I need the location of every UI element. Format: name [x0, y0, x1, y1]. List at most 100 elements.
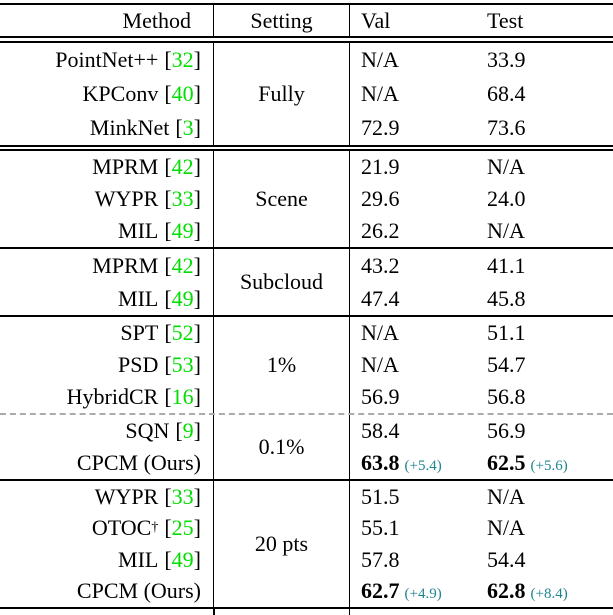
citation-link[interactable]: 53 — [171, 352, 194, 377]
rule — [0, 247, 613, 249]
val-cell: N/A — [361, 80, 399, 106]
gain-badge: (+8.4) — [530, 586, 568, 603]
citation-link[interactable]: 49 — [171, 285, 194, 311]
table-row: 47.4 45.8 — [350, 282, 613, 315]
citation: [3] — [175, 114, 201, 140]
header-method: Method — [122, 7, 191, 33]
citation: [9] — [175, 418, 201, 443]
citation: [52] — [164, 320, 201, 345]
method-cell: WYPR [33] — [94, 186, 201, 211]
table-row: 56.9 56.8 — [350, 381, 613, 413]
method-cell-ours: CPCM (Ours) — [76, 450, 201, 475]
test-cell: 62.8 (+8.4) — [487, 578, 568, 604]
test-cell: 54.7 — [487, 352, 526, 377]
citation-link[interactable]: 32 — [171, 46, 194, 72]
citation-link[interactable]: 52 — [171, 320, 194, 345]
top-rule — [0, 3, 613, 5]
citation: [25] — [164, 515, 201, 541]
header-setting: Setting — [213, 5, 350, 36]
method-cell: HybridCR [16] — [66, 384, 201, 409]
table-row-ours: 63.8 (+5.4) 62.5 (+5.6) — [350, 447, 613, 479]
method-cell: OTOC † [25] — [91, 515, 201, 541]
citation-link[interactable]: 3 — [182, 114, 194, 140]
method-cell: KPConv [40] — [82, 80, 201, 106]
citation: [16] — [164, 384, 201, 409]
val-cell: N/A — [361, 320, 399, 345]
citation-link[interactable]: 49 — [171, 218, 194, 243]
citation-link[interactable]: 42 — [171, 154, 194, 179]
setting-cell: Fully — [213, 42, 350, 145]
table-row: 26.2 N/A — [350, 215, 613, 247]
table-row: N/A 33.9 — [350, 43, 613, 77]
val-cell: 43.2 — [361, 252, 400, 278]
test-cell: 73.6 — [487, 114, 526, 140]
table-row: 51.5 N/A — [350, 481, 613, 513]
method-cell: SQN [9] — [125, 418, 201, 443]
gain-badge: (+4.9) — [404, 586, 442, 603]
group-20pts: WYPR [33] OTOC † [25] MIL [49] CPCM (Ours) 2… — [0, 481, 613, 607]
test-cell: N/A — [487, 218, 525, 243]
val-cell: 47.4 — [361, 285, 400, 311]
citation-link[interactable]: 42 — [171, 252, 194, 278]
method-cell: MIL [49] — [118, 218, 201, 243]
val-cell: N/A — [361, 46, 399, 72]
test-cell: 56.8 — [487, 384, 526, 409]
rule-tails — [0, 609, 613, 615]
val-cell: 51.5 — [361, 483, 400, 509]
citation: [33] — [164, 483, 201, 509]
gain-badge: (+5.6) — [530, 458, 568, 474]
table-row: 72.9 73.6 — [350, 111, 613, 145]
val-cell: 72.9 — [361, 114, 400, 140]
citation-link[interactable]: 9 — [182, 418, 194, 443]
table-row: 58.4 56.9 — [350, 415, 613, 447]
group-fully: PointNet++ [32] KPConv [40] MinkNet [3] Ful… — [0, 42, 613, 145]
method-cell: SPT [52] — [120, 320, 201, 345]
double-rule — [0, 36, 613, 43]
method-cell: MPRM [42] — [92, 252, 201, 278]
method-cell: MIL [49] — [118, 285, 201, 311]
val-cell: N/A — [361, 352, 399, 377]
method-cell: MIL [49] — [118, 546, 201, 572]
method-cell: WYPR [33] — [94, 483, 201, 509]
group-subcloud: MPRM [42] MIL [49] Subcloud 43.2 41.1 47.4 4… — [0, 249, 613, 315]
method-cell: MinkNet [3] — [89, 114, 201, 140]
header-row: Method Setting Val Test — [0, 5, 613, 36]
citation: [42] — [164, 252, 201, 278]
table-row: 21.9 N/A — [350, 151, 613, 183]
group-01pct: SQN [9] CPCM (Ours) 0.1% 58.4 56.9 63.8 (+5… — [0, 415, 613, 479]
test-cell: N/A — [487, 483, 525, 509]
citation: [53] — [164, 352, 201, 377]
citation-link[interactable]: 49 — [171, 546, 194, 572]
table-row: 57.8 54.4 — [350, 544, 613, 576]
setting-cell: 1% — [213, 317, 350, 413]
citation: [49] — [164, 546, 201, 572]
citation-link[interactable]: 33 — [171, 186, 194, 211]
test-cell: 51.1 — [487, 320, 526, 345]
val-cell: 63.8 (+5.4) — [361, 450, 442, 475]
test-cell: 41.1 — [487, 252, 526, 278]
citation-link[interactable]: 16 — [171, 384, 194, 409]
table-row: 29.6 24.0 — [350, 183, 613, 215]
test-cell: 68.4 — [487, 80, 526, 106]
setting-cell: 20 pts — [213, 481, 350, 607]
val-cell: 57.8 — [361, 546, 400, 572]
citation-link[interactable]: 25 — [171, 515, 194, 541]
table-row: N/A 51.1 — [350, 317, 613, 349]
citation-link[interactable]: 40 — [171, 80, 194, 106]
citation-link[interactable]: 33 — [171, 483, 194, 509]
header-val: Val — [361, 7, 391, 33]
citation: [42] — [164, 154, 201, 179]
val-cell: 58.4 — [361, 418, 400, 443]
table-row: N/A 54.7 — [350, 349, 613, 381]
test-cell: 45.8 — [487, 285, 526, 311]
test-cell: N/A — [487, 154, 525, 179]
rule — [0, 479, 613, 481]
test-cell: 62.5 (+5.6) — [487, 450, 568, 475]
test-cell: 33.9 — [487, 46, 526, 72]
citation: [33] — [164, 186, 201, 211]
setting-cell: Subcloud — [213, 249, 350, 315]
test-cell: 54.4 — [487, 546, 526, 572]
method-cell-ours: CPCM (Ours) — [76, 578, 201, 604]
val-cell: 56.9 — [361, 384, 400, 409]
